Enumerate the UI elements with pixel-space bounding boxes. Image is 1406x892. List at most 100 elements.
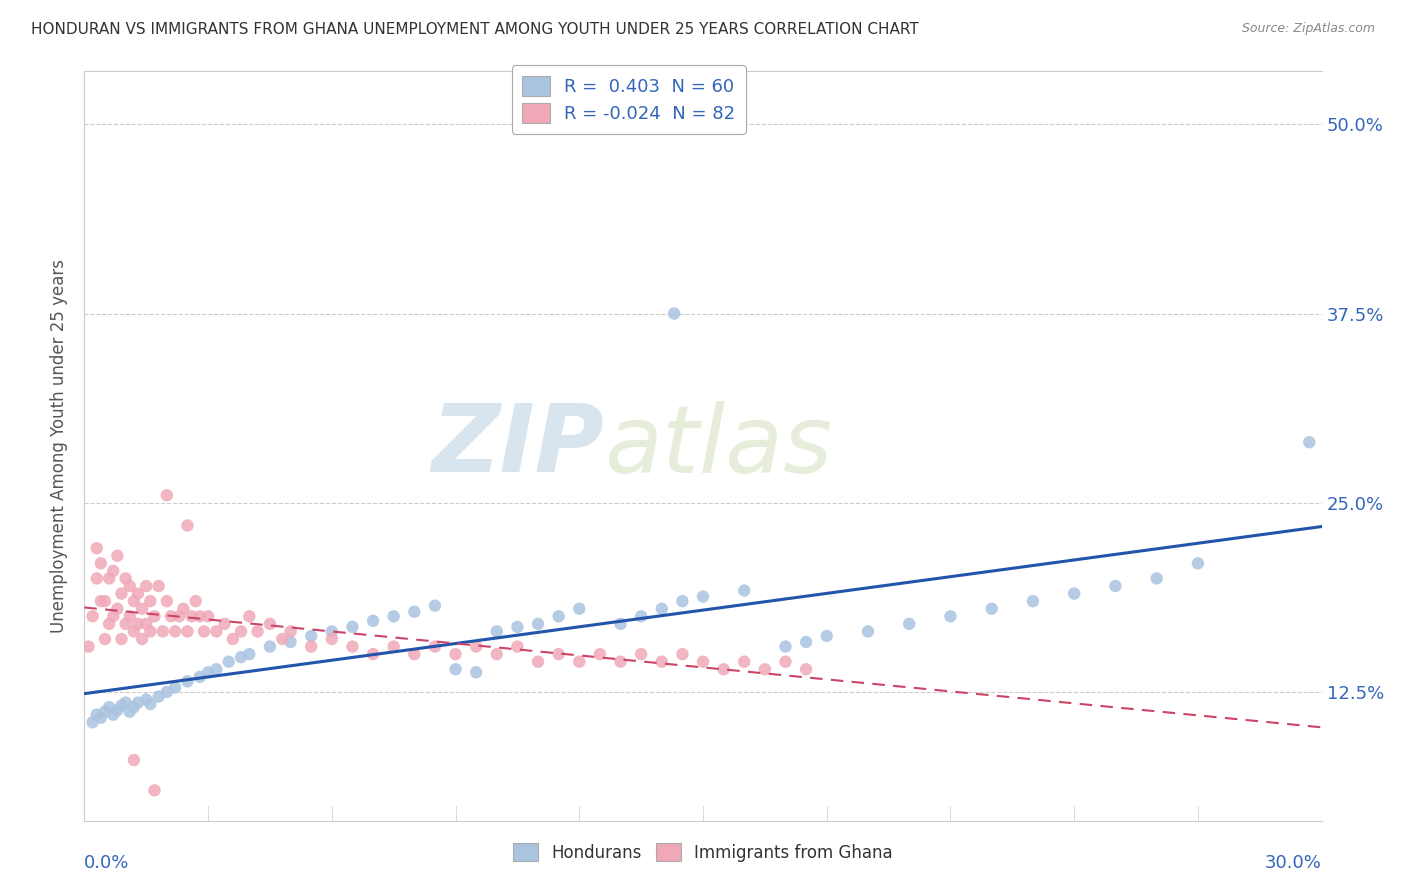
Point <box>547 609 569 624</box>
Point <box>280 635 302 649</box>
Point <box>506 620 529 634</box>
Point <box>98 616 121 631</box>
Point <box>172 601 194 615</box>
Point <box>1063 586 1085 600</box>
Point <box>630 647 652 661</box>
Point <box>156 594 179 608</box>
Point <box>197 665 219 680</box>
Point <box>103 564 125 578</box>
Point <box>148 690 170 704</box>
Point <box>342 620 364 634</box>
Point <box>692 590 714 604</box>
Point <box>568 601 591 615</box>
Point <box>205 662 228 676</box>
Point <box>82 609 104 624</box>
Point <box>222 632 245 646</box>
Point <box>651 601 673 615</box>
Point <box>98 700 121 714</box>
Point <box>444 647 467 661</box>
Point <box>589 647 612 661</box>
Point <box>754 662 776 676</box>
Point <box>815 629 838 643</box>
Point <box>1022 594 1045 608</box>
Point <box>238 647 260 661</box>
Point <box>188 609 211 624</box>
Point <box>321 632 343 646</box>
Point <box>856 624 879 639</box>
Point <box>135 616 157 631</box>
Point <box>94 594 117 608</box>
Point <box>794 662 817 676</box>
Point <box>713 662 735 676</box>
Point <box>90 594 112 608</box>
Point <box>609 616 631 631</box>
Point <box>122 594 145 608</box>
Point <box>404 647 426 661</box>
Point <box>506 640 529 654</box>
Point <box>299 629 322 643</box>
Point <box>271 632 294 646</box>
Point <box>127 616 149 631</box>
Point <box>1187 557 1209 571</box>
Point <box>485 647 508 661</box>
Point <box>238 609 260 624</box>
Point <box>193 624 215 639</box>
Point <box>527 655 550 669</box>
Point <box>103 609 125 624</box>
Point <box>229 624 252 639</box>
Point <box>1104 579 1126 593</box>
Point <box>609 655 631 669</box>
Point <box>118 579 141 593</box>
Point <box>105 601 128 615</box>
Point <box>139 624 162 639</box>
Point <box>86 571 108 585</box>
Point <box>103 707 125 722</box>
Point <box>176 674 198 689</box>
Point <box>176 624 198 639</box>
Text: ZIP: ZIP <box>432 400 605 492</box>
Point <box>382 609 405 624</box>
Point <box>122 753 145 767</box>
Point <box>671 594 693 608</box>
Point <box>1298 435 1320 450</box>
Text: Source: ZipAtlas.com: Source: ZipAtlas.com <box>1241 22 1375 36</box>
Y-axis label: Unemployment Among Youth under 25 years: Unemployment Among Youth under 25 years <box>51 259 69 633</box>
Point <box>152 624 174 639</box>
Point <box>114 616 136 631</box>
Point <box>671 647 693 661</box>
Point <box>143 609 166 624</box>
Point <box>156 685 179 699</box>
Point <box>651 655 673 669</box>
Point <box>382 640 405 654</box>
Point <box>775 655 797 669</box>
Point <box>692 655 714 669</box>
Point <box>246 624 269 639</box>
Point <box>361 647 384 661</box>
Point <box>135 579 157 593</box>
Point <box>299 640 322 654</box>
Point <box>94 632 117 646</box>
Point <box>86 541 108 556</box>
Point <box>485 624 508 639</box>
Point <box>127 696 149 710</box>
Point <box>794 635 817 649</box>
Point <box>135 692 157 706</box>
Point <box>214 616 236 631</box>
Point <box>229 650 252 665</box>
Point <box>184 594 207 608</box>
Point <box>160 609 183 624</box>
Point <box>218 655 240 669</box>
Text: 30.0%: 30.0% <box>1265 855 1322 872</box>
Point <box>131 601 153 615</box>
Point <box>148 579 170 593</box>
Point <box>127 586 149 600</box>
Point <box>165 624 187 639</box>
Point <box>118 609 141 624</box>
Point <box>98 571 121 585</box>
Point <box>733 583 755 598</box>
Point <box>980 601 1002 615</box>
Text: atlas: atlas <box>605 401 832 491</box>
Point <box>139 594 162 608</box>
Point <box>86 707 108 722</box>
Point <box>122 624 145 639</box>
